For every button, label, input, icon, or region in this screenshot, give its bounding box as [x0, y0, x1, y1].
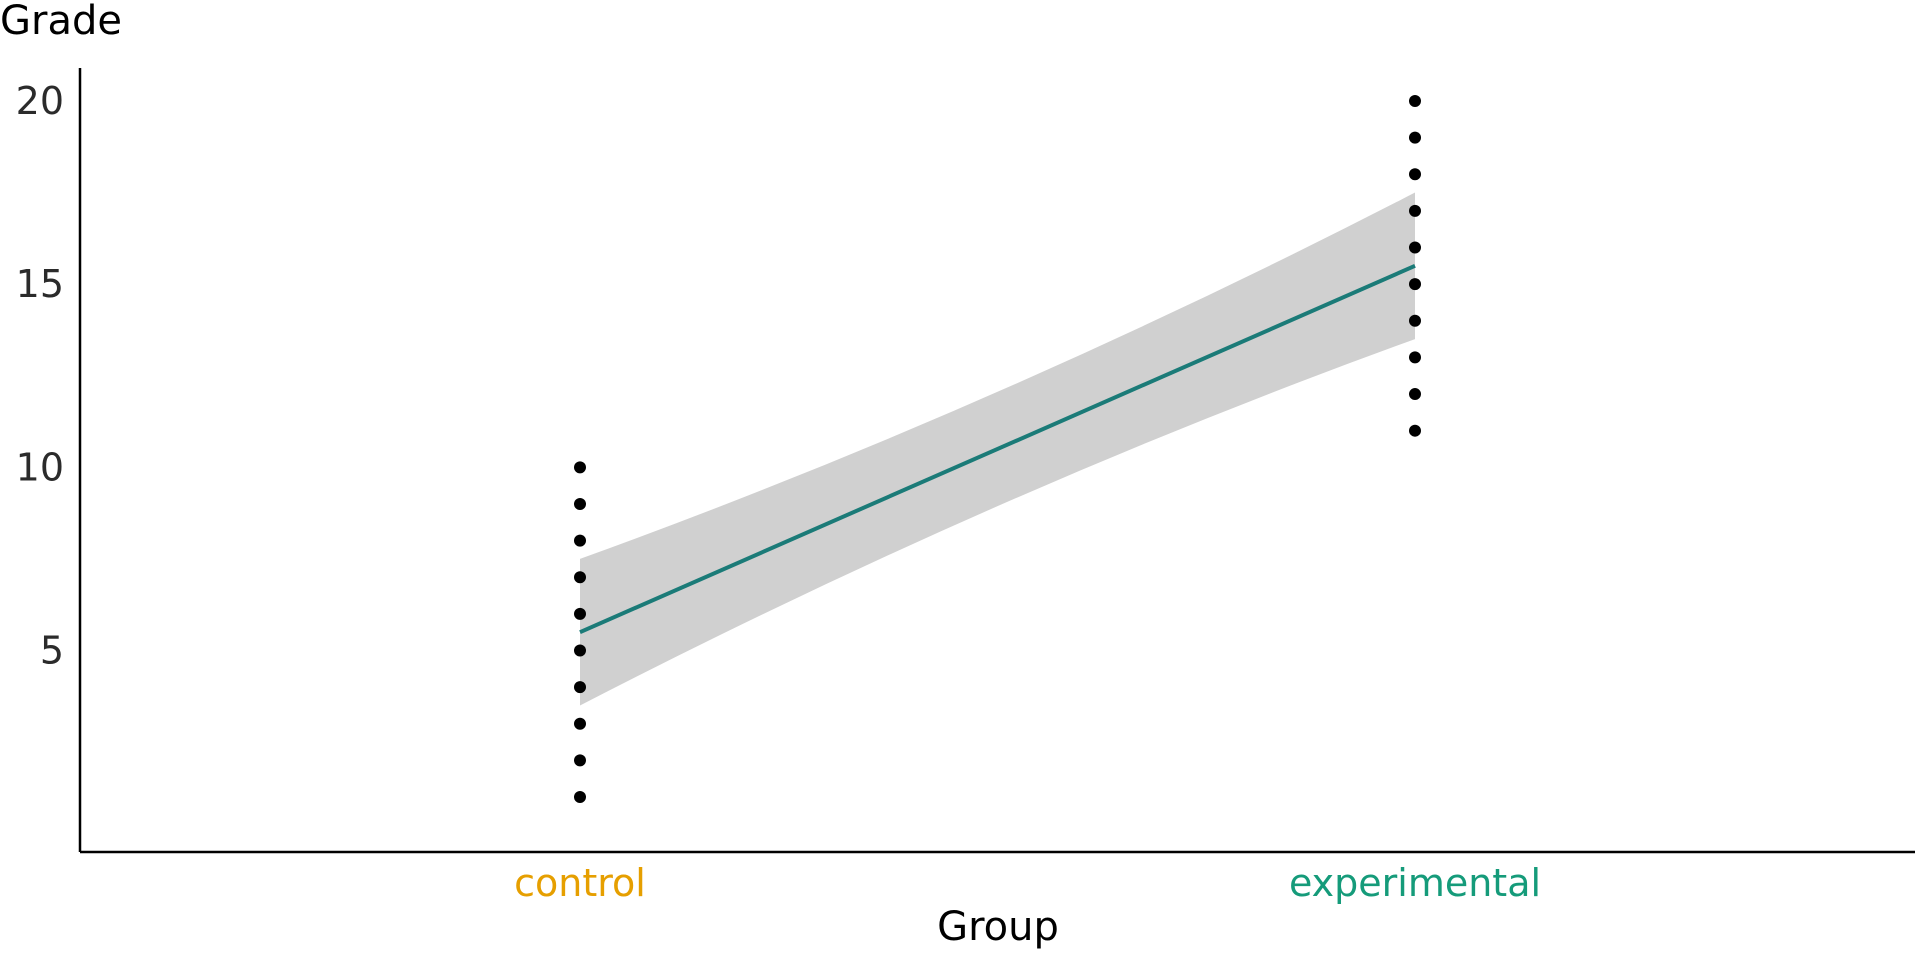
data-point-control: [574, 717, 586, 730]
x-axis-title: Group: [937, 904, 1059, 950]
y-tick-label: 15: [16, 262, 64, 306]
data-point-experimental: [1409, 351, 1421, 364]
y-tick-label: 20: [16, 79, 64, 123]
data-point-control: [574, 571, 586, 584]
data-point-control: [574, 754, 586, 767]
data-point-control: [574, 681, 586, 694]
data-point-experimental: [1409, 204, 1421, 217]
data-point-control: [574, 461, 586, 474]
y-tick-label: 5: [40, 629, 64, 673]
data-point-experimental: [1409, 424, 1421, 437]
data-point-experimental: [1409, 314, 1421, 327]
data-point-experimental: [1409, 388, 1421, 401]
y-tick-label: 10: [16, 445, 64, 489]
data-point-experimental: [1409, 278, 1421, 291]
y-tick-labels: 5 10 15 20: [16, 79, 64, 673]
x-tick-label-control: control: [514, 861, 646, 905]
data-point-control: [574, 497, 586, 510]
fit-line-layer: [579, 264, 1416, 635]
data-point-experimental: [1409, 131, 1421, 144]
axes: [78, 68, 1915, 854]
data-point-control: [574, 607, 586, 620]
fit-line: [579, 264, 1416, 635]
data-points-layer: [574, 94, 1421, 804]
data-point-experimental: [1409, 168, 1421, 181]
data-point-control: [574, 534, 586, 547]
data-point-control: [574, 791, 586, 804]
x-tick-label-experimental: experimental: [1289, 861, 1541, 905]
data-point-experimental: [1409, 94, 1421, 107]
y-axis-title: Grade: [0, 0, 122, 44]
x-tick-labels: control experimental: [514, 861, 1541, 905]
data-point-experimental: [1409, 241, 1421, 254]
data-point-control: [574, 644, 586, 657]
